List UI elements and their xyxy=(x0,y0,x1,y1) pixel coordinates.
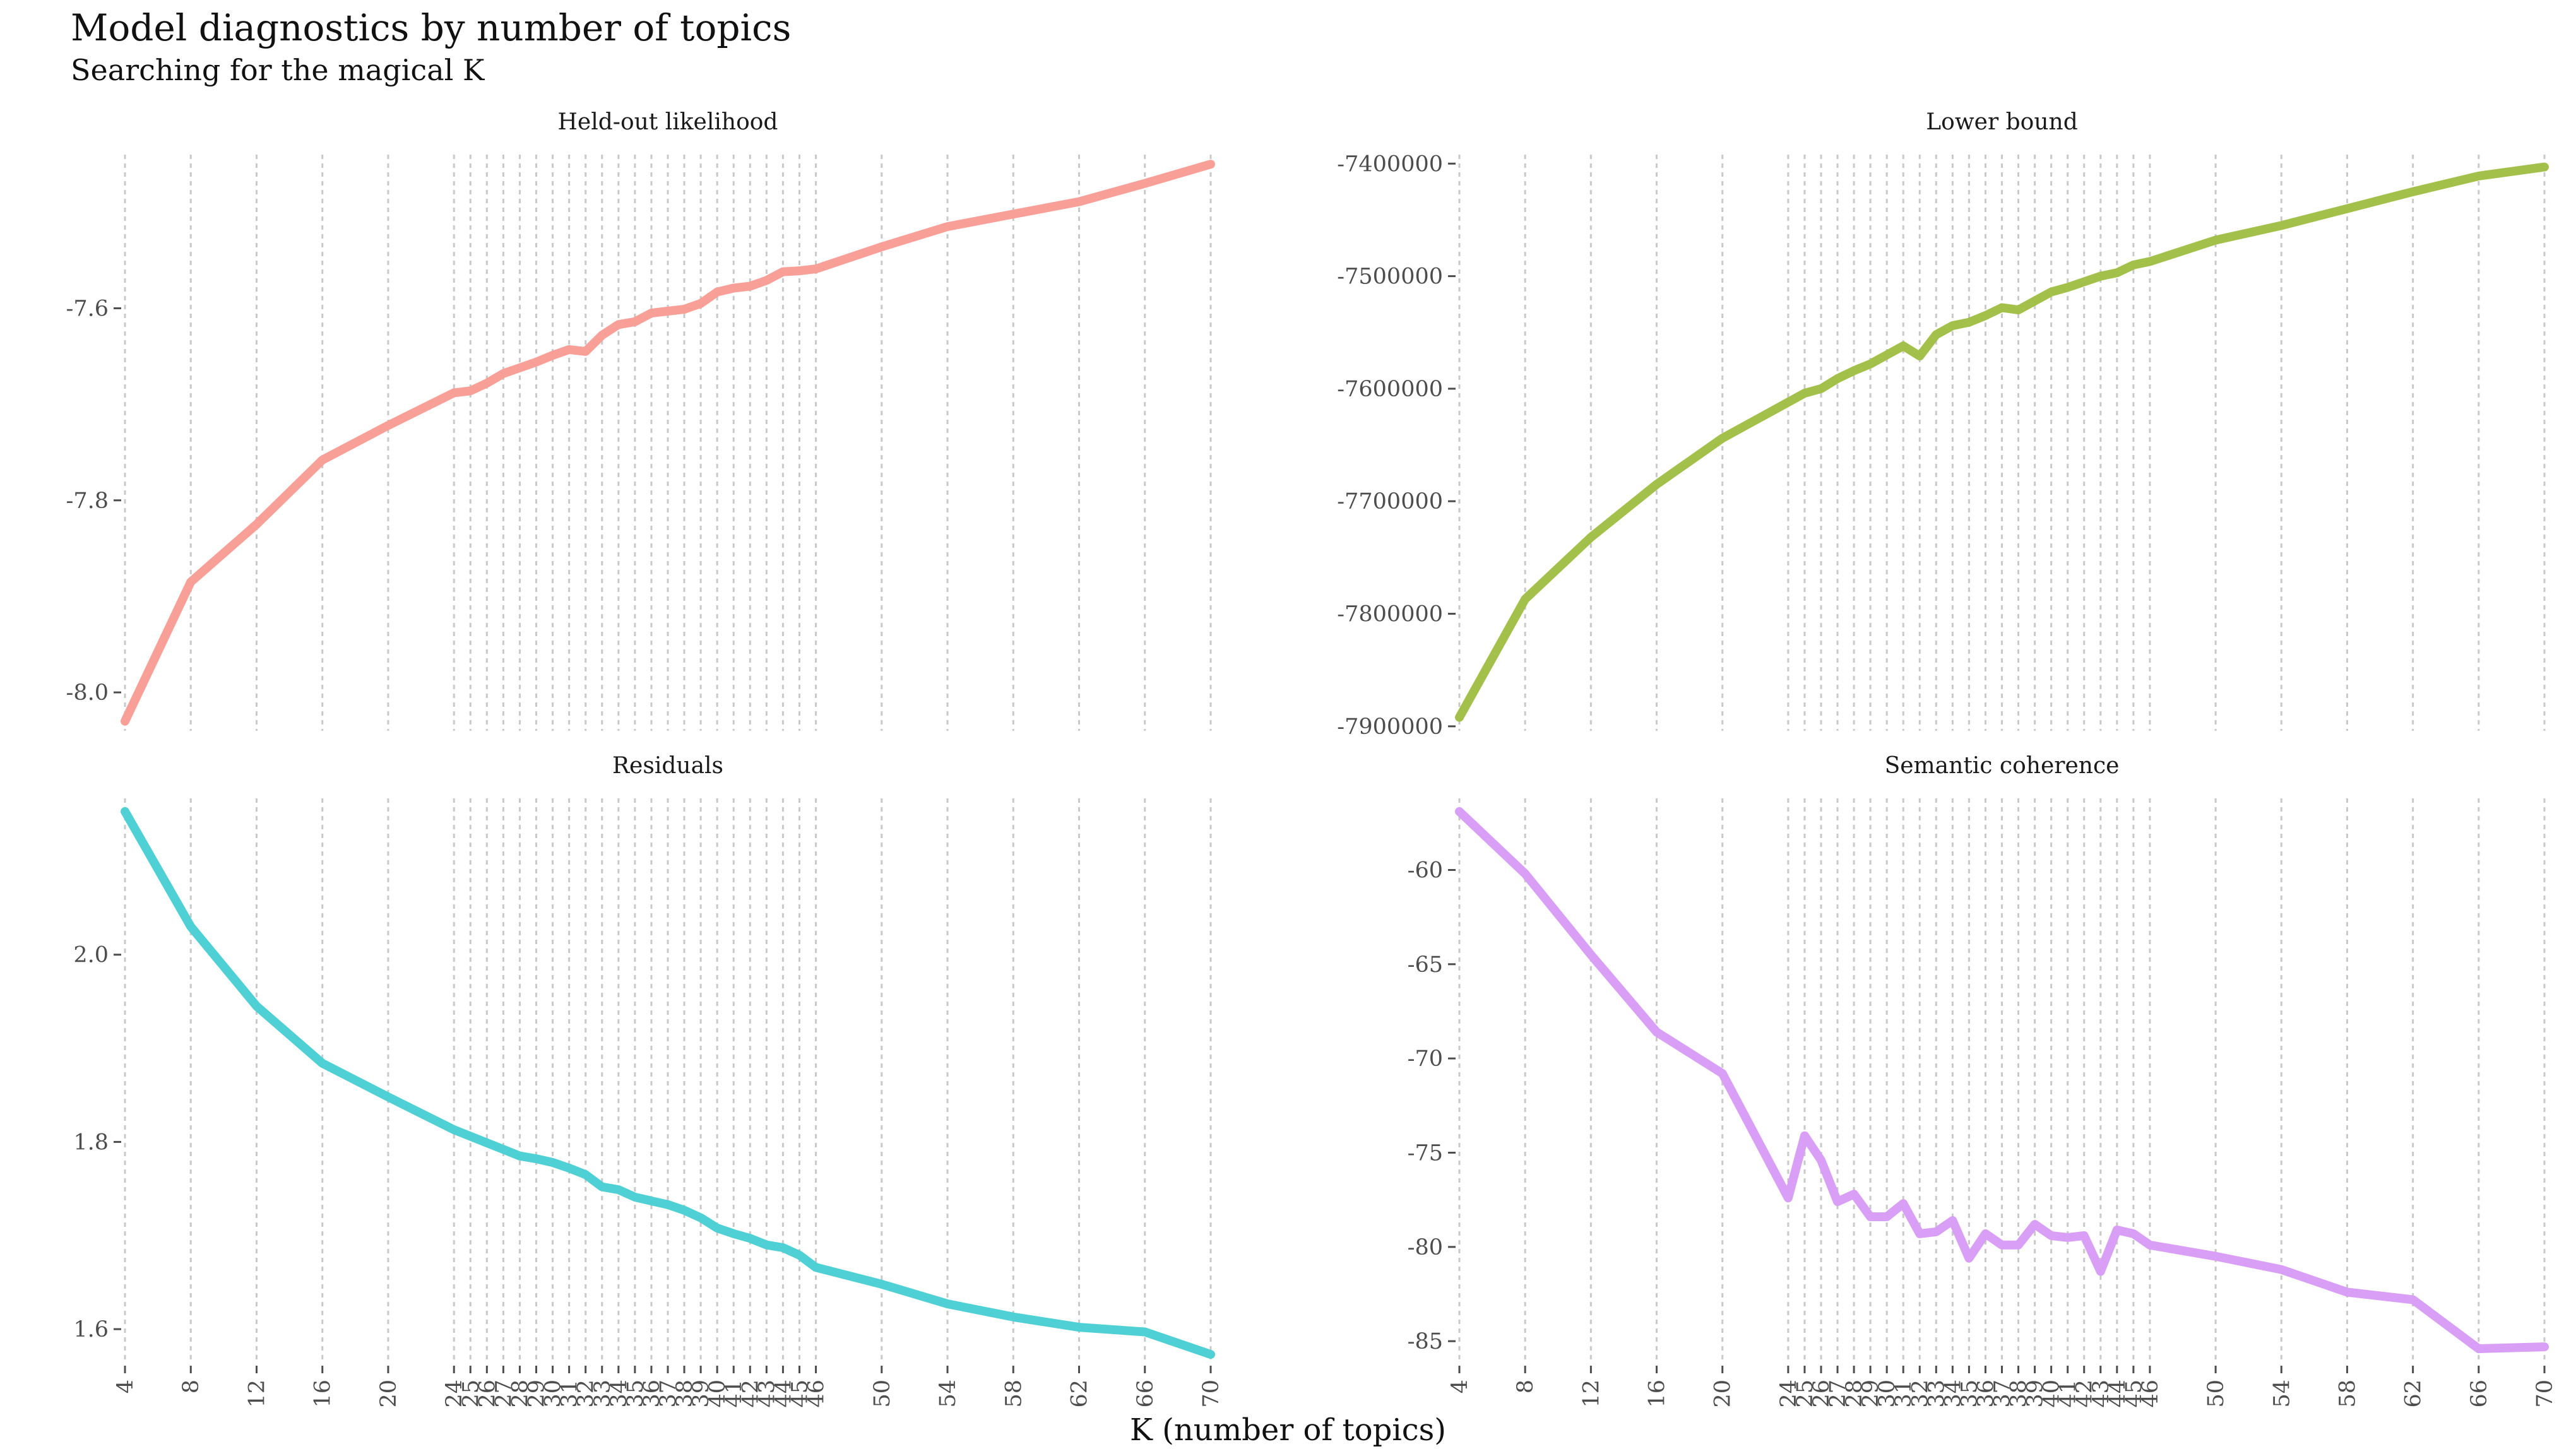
x-tick-label: 70 xyxy=(2532,1380,2558,1408)
x-tick-label: 41 xyxy=(2056,1380,2081,1408)
x-tick-label: 50 xyxy=(2204,1380,2229,1408)
x-tick-label: 20 xyxy=(1711,1380,1736,1408)
y-tick-label: -7900000 xyxy=(1337,714,1443,740)
x-tick-label: 62 xyxy=(1067,1380,1093,1408)
y-tick-label: -85 xyxy=(1408,1329,1443,1354)
x-tick-label: 20 xyxy=(376,1380,401,1408)
x-tick-label: 40 xyxy=(705,1380,730,1408)
x-tick-label: 4 xyxy=(1447,1380,1473,1393)
x-tick-label: 16 xyxy=(1645,1380,1670,1408)
x-tick-label: 39 xyxy=(689,1380,714,1408)
x-tick-label: 26 xyxy=(475,1380,500,1408)
x-tick-label: 38 xyxy=(672,1380,697,1408)
y-tick-label: -60 xyxy=(1408,858,1443,883)
x-tick-label: 33 xyxy=(590,1380,615,1408)
x-tick-label: 35 xyxy=(623,1380,648,1408)
y-tick-label: -65 xyxy=(1408,952,1443,978)
x-tick-label: 24 xyxy=(1776,1380,1801,1408)
x-tick-label: 8 xyxy=(179,1380,204,1393)
y-tick-label: -7800000 xyxy=(1337,602,1443,627)
x-tick-label: 8 xyxy=(1513,1380,1538,1393)
x-tick-label: 30 xyxy=(541,1380,566,1408)
facet-title: Semantic coherence xyxy=(1885,753,2120,779)
y-tick-label: -8.0 xyxy=(66,680,109,706)
x-tick-label: 43 xyxy=(2089,1380,2114,1408)
x-tick-label: 38 xyxy=(2007,1380,2032,1408)
x-tick-label: 25 xyxy=(458,1380,484,1408)
facet-title: Residuals xyxy=(612,753,723,779)
x-tick-label: 66 xyxy=(2467,1380,2492,1408)
x-tick-label: 12 xyxy=(1579,1380,1604,1408)
x-tick-label: 29 xyxy=(525,1380,550,1408)
facet-title: Lower bound xyxy=(1926,109,2078,135)
y-tick-label: -7700000 xyxy=(1337,489,1443,514)
x-tick-label: 37 xyxy=(656,1380,681,1408)
y-tick-label: 2.0 xyxy=(73,943,109,968)
y-tick-label: -70 xyxy=(1408,1046,1443,1072)
x-tick-label: 27 xyxy=(1825,1380,1851,1408)
chart-subtitle: Searching for the magical K xyxy=(71,53,485,87)
x-tick-label: 62 xyxy=(2401,1380,2426,1408)
x-tick-label: 27 xyxy=(491,1380,516,1408)
x-tick-label: 66 xyxy=(1133,1380,1158,1408)
x-tick-label: 29 xyxy=(1858,1380,1884,1408)
x-tick-label: 37 xyxy=(1990,1380,2015,1408)
x-axis-label: K (number of topics) xyxy=(1130,1412,1446,1448)
x-tick-label: 26 xyxy=(1809,1380,1834,1408)
x-tick-label: 35 xyxy=(1957,1380,1982,1408)
x-tick-label: 16 xyxy=(311,1380,336,1408)
x-tick-label: 41 xyxy=(721,1380,747,1408)
x-tick-label: 28 xyxy=(507,1380,533,1408)
y-tick-label: -7600000 xyxy=(1337,377,1443,402)
y-tick-label: -80 xyxy=(1408,1235,1443,1260)
x-tick-label: 40 xyxy=(2039,1380,2065,1408)
x-tick-label: 36 xyxy=(639,1380,665,1408)
x-tick-label: 12 xyxy=(244,1380,270,1408)
y-tick-label: 1.6 xyxy=(73,1317,109,1342)
x-tick-label: 42 xyxy=(738,1380,763,1408)
x-tick-label: 43 xyxy=(754,1380,780,1408)
x-tick-label: 31 xyxy=(1891,1380,1916,1408)
x-tick-label: 70 xyxy=(1199,1380,1224,1408)
y-tick-label: -7.6 xyxy=(66,296,109,321)
x-tick-label: 54 xyxy=(2269,1380,2294,1408)
y-tick-label: -75 xyxy=(1408,1140,1443,1166)
x-tick-label: 44 xyxy=(2105,1380,2130,1408)
x-tick-label: 25 xyxy=(1793,1380,1818,1408)
series-line xyxy=(1455,807,2549,1354)
series-line xyxy=(121,160,1215,726)
x-tick-label: 50 xyxy=(870,1380,895,1408)
y-tick-label: -7400000 xyxy=(1337,151,1443,177)
x-tick-label: 42 xyxy=(2072,1380,2098,1408)
x-tick-label: 54 xyxy=(935,1380,961,1408)
x-tick-label: 32 xyxy=(574,1380,599,1408)
x-tick-label: 58 xyxy=(1001,1380,1026,1408)
facet-title: Held-out likelihood xyxy=(558,109,778,135)
x-tick-label: 39 xyxy=(2023,1380,2048,1408)
x-tick-label: 30 xyxy=(1875,1380,1900,1408)
x-tick-label: 45 xyxy=(787,1380,812,1408)
y-tick-label: -7500000 xyxy=(1337,264,1443,290)
x-tick-label: 34 xyxy=(607,1380,632,1408)
x-tick-label: 44 xyxy=(771,1380,796,1408)
x-tick-label: 58 xyxy=(2335,1380,2360,1408)
y-tick-label: -7.8 xyxy=(66,488,109,514)
x-tick-label: 28 xyxy=(1842,1380,1867,1408)
x-tick-label: 4 xyxy=(113,1380,138,1393)
x-tick-label: 24 xyxy=(442,1380,467,1408)
x-tick-label: 32 xyxy=(1908,1380,1933,1408)
x-tick-label: 45 xyxy=(2122,1380,2147,1408)
chart-title: Model diagnostics by number of topics xyxy=(71,6,792,49)
x-tick-label: 36 xyxy=(1973,1380,1998,1408)
y-tick-label: 1.8 xyxy=(73,1130,109,1155)
x-tick-label: 31 xyxy=(557,1380,583,1408)
x-tick-label: 46 xyxy=(2138,1380,2163,1408)
series-line xyxy=(121,807,1215,1359)
x-tick-label: 34 xyxy=(1940,1380,1966,1408)
x-tick-label: 33 xyxy=(1924,1380,1949,1408)
series-line xyxy=(1455,162,2549,722)
x-tick-label: 46 xyxy=(804,1380,829,1408)
